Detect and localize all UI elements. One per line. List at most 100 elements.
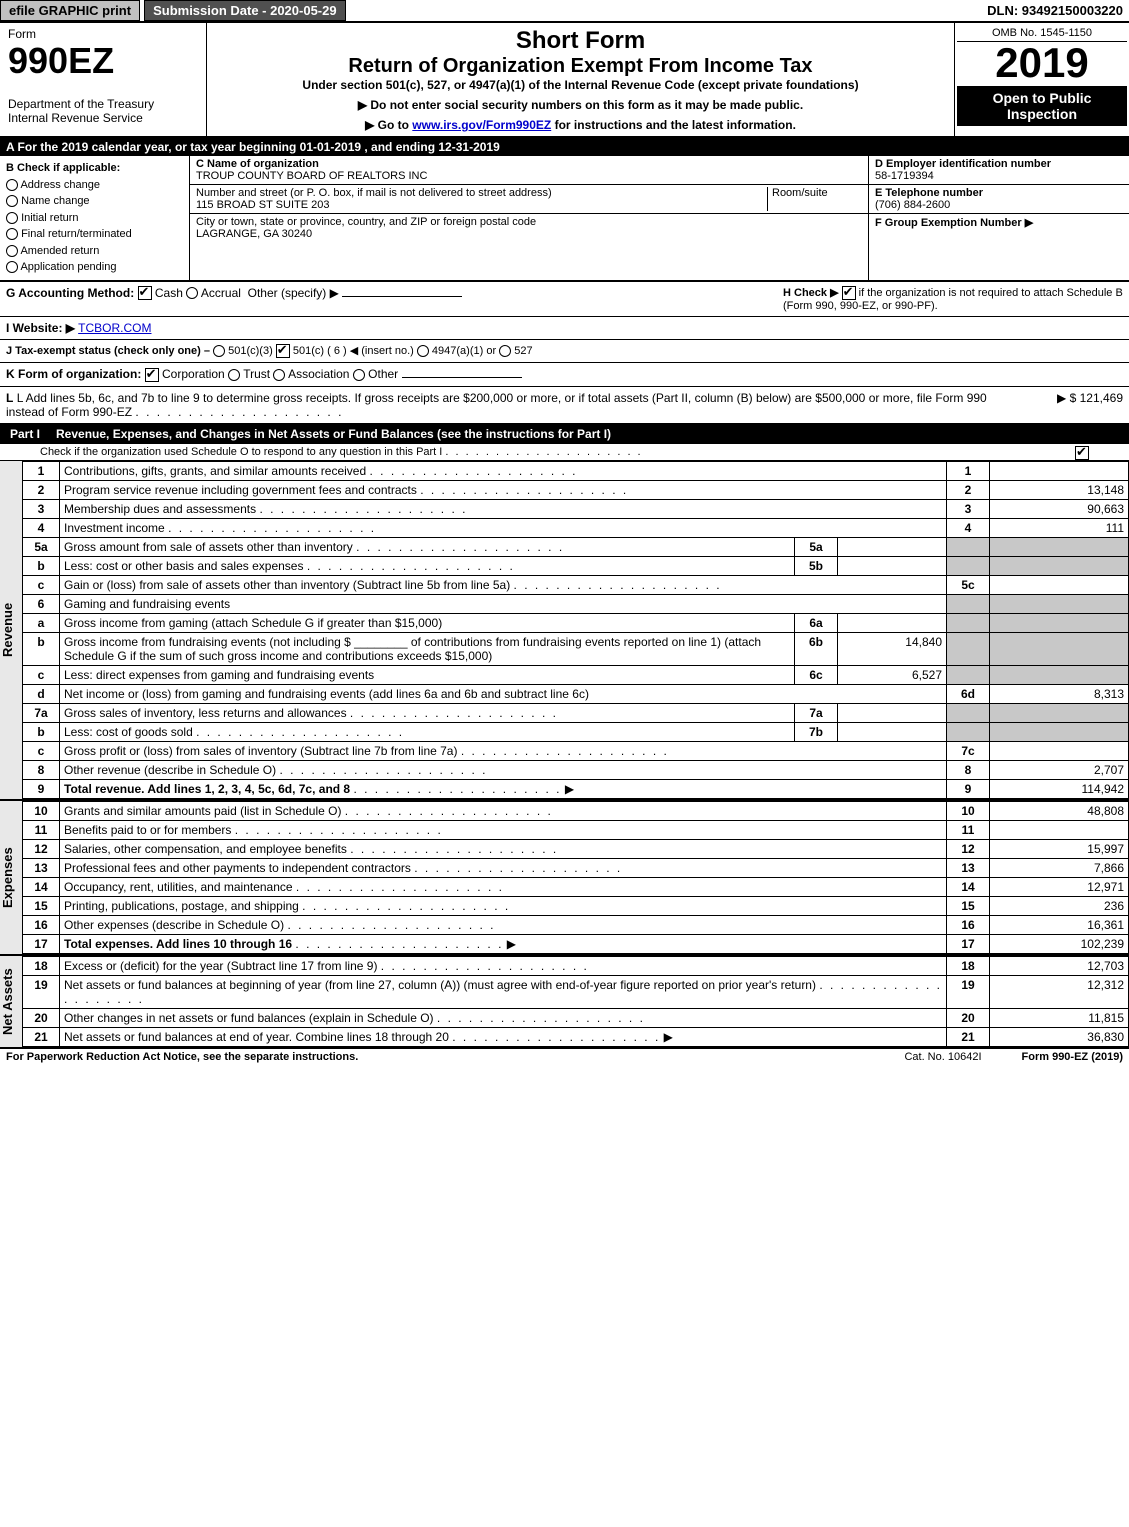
line-6d: dNet income or (loss) from gaming and fu… [23, 684, 1129, 703]
f-label: F Group Exemption Number ▶ [875, 217, 1033, 229]
b-label: B Check if applicable: [6, 160, 183, 177]
line-21: 21Net assets or fund balances at end of … [23, 1027, 1129, 1046]
line-15: 15Printing, publications, postage, and s… [23, 896, 1129, 915]
footer-mid: Cat. No. 10642I [864, 1051, 1021, 1063]
irs-link[interactable]: www.irs.gov/Form990EZ [412, 118, 551, 132]
k-assoc: Association [288, 367, 349, 381]
dept-treasury: Department of the Treasury [8, 97, 198, 111]
name-change-radio[interactable] [6, 195, 18, 207]
b-opt-3: Final return/terminated [21, 228, 132, 240]
final-return-radio[interactable] [6, 228, 18, 240]
box-def: D Employer identification number 58-1719… [869, 156, 1129, 280]
row-k: K Form of organization: Corporation Trus… [0, 363, 1129, 387]
b-opt-0: Address change [20, 179, 100, 191]
header-left: Form 990EZ Department of the Treasury In… [0, 23, 207, 136]
line-5a: 5aGross amount from sale of assets other… [23, 537, 1129, 556]
i-label: I Website: ▶ [6, 321, 75, 335]
ssn-warning: ▶ Do not enter social security numbers o… [211, 98, 950, 112]
form-word: Form [8, 27, 198, 41]
k-assoc-radio[interactable] [273, 369, 285, 381]
j-o2: 501(c) ( 6 ) ◀ (insert no.) [293, 345, 414, 357]
line-5b: bLess: cost or other basis and sales exp… [23, 556, 1129, 575]
line-3: 3Membership dues and assessments 390,663 [23, 499, 1129, 518]
j-label: J Tax-exempt status (check only one) – [6, 345, 210, 357]
k-trust-radio[interactable] [228, 369, 240, 381]
application-pending-radio[interactable] [6, 261, 18, 273]
k-other: Other [368, 367, 398, 381]
efile-print-button[interactable]: efile GRAPHIC print [0, 0, 140, 21]
go-to-line: ▶ Go to www.irs.gov/Form990EZ for instru… [211, 118, 950, 132]
j-527-radio[interactable] [499, 345, 511, 357]
footer-right: Form 990-EZ (2019) [1022, 1051, 1123, 1063]
dept-irs: Internal Revenue Service [8, 111, 198, 125]
website-link[interactable]: TCBOR.COM [78, 321, 151, 335]
line-7c: cGross profit or (loss) from sales of in… [23, 741, 1129, 760]
b-opt-4: Amended return [20, 245, 99, 257]
box-b: B Check if applicable: Address change Na… [0, 156, 190, 280]
main-title: Return of Organization Exempt From Incom… [211, 55, 950, 78]
submission-date-badge: Submission Date - 2020-05-29 [144, 0, 346, 21]
j-4947-radio[interactable] [417, 345, 429, 357]
b-opt-1: Name change [21, 195, 90, 207]
netassets-side-label: Net Assets [0, 956, 22, 1047]
schedule-o-checkbox[interactable] [1075, 446, 1089, 460]
tax-year: 2019 [957, 42, 1127, 84]
k-corp-checkbox[interactable] [145, 368, 159, 382]
g-other: Other (specify) ▶ [248, 286, 339, 300]
line-18: 18Excess or (deficit) for the year (Subt… [23, 956, 1129, 975]
row-g-h: G Accounting Method: Cash Accrual Other … [0, 282, 1129, 317]
line-8: 8Other revenue (describe in Schedule O) … [23, 760, 1129, 779]
initial-return-radio[interactable] [6, 212, 18, 224]
line-5c: cGain or (loss) from sale of assets othe… [23, 575, 1129, 594]
line-6c: cLess: direct expenses from gaming and f… [23, 665, 1129, 684]
e-label: E Telephone number [875, 187, 983, 199]
part1-header: Part I Revenue, Expenses, and Changes in… [0, 424, 1129, 444]
line-4: 4Investment income 4111 [23, 518, 1129, 537]
header-right: OMB No. 1545-1150 2019 Open to Public In… [954, 23, 1129, 136]
g-cash: Cash [155, 286, 183, 300]
b-opt-5: Application pending [20, 261, 116, 273]
row-j: J Tax-exempt status (check only one) – 5… [0, 340, 1129, 363]
netassets-table: 18Excess or (deficit) for the year (Subt… [22, 956, 1129, 1047]
page-footer: For Paperwork Reduction Act Notice, see … [0, 1049, 1129, 1065]
c-name-label: C Name of organization [196, 158, 319, 170]
line-7a: 7aGross sales of inventory, less returns… [23, 703, 1129, 722]
j-o4: 527 [514, 345, 532, 357]
k-label: K Form of organization: [6, 367, 141, 381]
form-header: Form 990EZ Department of the Treasury In… [0, 23, 1129, 138]
line-19: 19Net assets or fund balances at beginni… [23, 975, 1129, 1008]
line-6a: aGross income from gaming (attach Schedu… [23, 613, 1129, 632]
line-2: 2Program service revenue including gover… [23, 480, 1129, 499]
h-prefix: H Check ▶ [783, 287, 842, 299]
accrual-radio[interactable] [186, 287, 198, 299]
box-c: C Name of organization TROUP COUNTY BOAR… [190, 156, 869, 280]
street-label: Number and street (or P. O. box, if mail… [196, 187, 552, 199]
part1-label: Part I [6, 427, 44, 441]
cash-checkbox[interactable] [138, 286, 152, 300]
netassets-section: Net Assets 18Excess or (deficit) for the… [0, 956, 1129, 1049]
footer-left: For Paperwork Reduction Act Notice, see … [6, 1051, 864, 1063]
k-other-radio[interactable] [353, 369, 365, 381]
amended-return-radio[interactable] [6, 245, 18, 257]
city-value: LAGRANGE, GA 30240 [196, 228, 312, 240]
room-suite-label: Room/suite [767, 187, 862, 211]
j-501c-checkbox[interactable] [276, 344, 290, 358]
line-6: 6Gaming and fundraising events [23, 594, 1129, 613]
expenses-section: Expenses 10Grants and similar amounts pa… [0, 801, 1129, 956]
entity-info: B Check if applicable: Address change Na… [0, 156, 1129, 282]
ein-value: 58-1719394 [875, 170, 934, 182]
revenue-table: 1Contributions, gifts, grants, and simil… [22, 461, 1129, 799]
org-name: TROUP COUNTY BOARD OF REALTORS INC [196, 170, 427, 182]
header-mid: Short Form Return of Organization Exempt… [207, 23, 954, 136]
form-number: 990EZ [8, 43, 198, 79]
k-trust: Trust [243, 367, 270, 381]
address-change-radio[interactable] [6, 179, 18, 191]
j-o1: 501(c)(3) [228, 345, 273, 357]
h-checkbox[interactable] [842, 286, 856, 300]
line-9: 9Total revenue. Add lines 1, 2, 3, 4, 5c… [23, 779, 1129, 798]
row-l: L L Add lines 5b, 6c, and 7b to line 9 t… [0, 387, 1129, 424]
line-6b: bGross income from fundraising events (n… [23, 632, 1129, 665]
d-label: D Employer identification number [875, 158, 1051, 170]
j-501c3-radio[interactable] [213, 345, 225, 357]
line-16: 16Other expenses (describe in Schedule O… [23, 915, 1129, 934]
